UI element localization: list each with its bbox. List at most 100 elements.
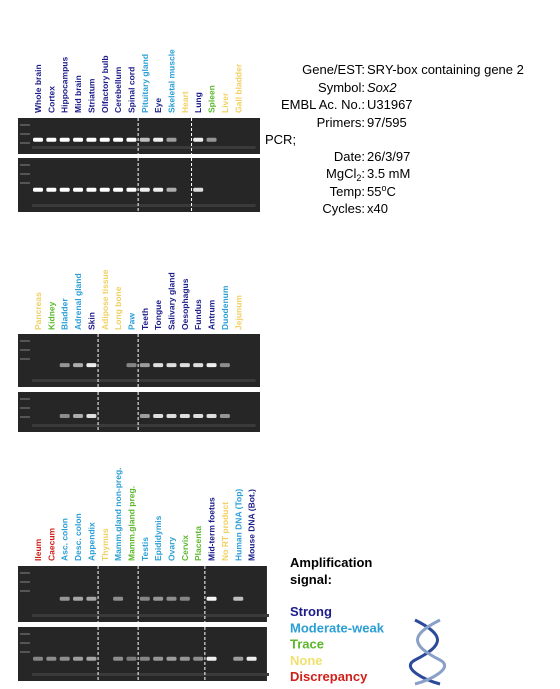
gel-well (20, 340, 30, 342)
lane-label: Mid-term foetus (207, 497, 217, 561)
gene-info: Gene/EST: SRY-box containing gene 2 Symb… (265, 62, 524, 216)
gel-well (20, 407, 30, 409)
info-value-part: 55 (367, 184, 381, 199)
info-label: Temp: (330, 184, 365, 199)
gel-band (153, 414, 164, 418)
info-value: U31967 (367, 97, 413, 112)
gel-primer-smear (32, 673, 269, 676)
info-value: x40 (367, 201, 388, 216)
gel-band (86, 414, 97, 418)
lane-label: Desc. colon (73, 513, 83, 561)
lane-label: Teeth (140, 308, 150, 330)
gel-well (20, 164, 30, 166)
gel (18, 158, 260, 212)
gel-well (20, 633, 30, 635)
gel-primer-smear (32, 424, 256, 427)
gel-band (219, 363, 230, 368)
gel-well (20, 581, 30, 583)
gel-well (20, 358, 30, 360)
gel-band (193, 187, 204, 192)
gel-band (86, 596, 97, 601)
lane-label: Adrenal gland (73, 273, 83, 330)
lane-label: Cervix (180, 535, 190, 561)
gel-band (139, 414, 150, 418)
gel-band (33, 656, 43, 661)
lane-label: Fundus (193, 299, 203, 330)
lane-label: Testis (140, 537, 150, 561)
info-value: SRY-box containing gene 2 (367, 62, 524, 77)
lane-label: Paw (126, 313, 136, 330)
lane-label: Asc. colon (60, 518, 70, 561)
legend-item: Strong (290, 604, 332, 619)
info-label-part: MgCl (326, 166, 356, 181)
gel-well (20, 142, 30, 144)
lane-label: Kidney (46, 301, 56, 330)
lane-label: Olfactory bulb (100, 55, 110, 113)
gel-band (86, 187, 97, 192)
gel-band (113, 656, 124, 661)
lane-label: Placenta (193, 526, 203, 561)
lane-label: Jejunum (233, 295, 243, 330)
lane-label: Pituitary gland (140, 54, 150, 113)
gel-well (20, 173, 30, 175)
gel-band (126, 187, 137, 192)
gel-band (139, 137, 150, 142)
gel-band (166, 187, 177, 192)
lane-label: Tongue (153, 300, 163, 330)
gel-primer-smear (32, 146, 256, 149)
gel (18, 566, 267, 622)
gel-band (166, 596, 177, 601)
gel-band (179, 363, 190, 368)
gel-band (166, 414, 177, 418)
legend-item: Moderate-weak (290, 620, 385, 635)
dna-icon (408, 618, 447, 686)
info-value: 97/595 (367, 115, 407, 130)
gel-band (59, 363, 70, 368)
info-value: Sox2 (367, 80, 397, 95)
gel-well (20, 590, 30, 592)
gel-band (139, 187, 150, 192)
gel-band (153, 187, 164, 192)
gel-band (206, 414, 217, 418)
gel-band (59, 596, 70, 601)
legend-title: signal: (290, 572, 332, 587)
info-label: MgCl2: (326, 166, 365, 183)
lane-label: No RT product (220, 502, 230, 561)
gel-well (20, 651, 30, 653)
info-value: 3.5 mM (367, 166, 410, 181)
gel-band (139, 596, 150, 601)
info-subscript: 2 (356, 173, 361, 183)
lane-label: Spinal cord (126, 67, 136, 113)
gel-band (33, 137, 43, 142)
panel: Pancreas Kidney Bladder Adrenal gland Skin Ad… (18, 269, 260, 432)
gel-band (139, 656, 150, 661)
gel-band (193, 656, 204, 661)
legend-item: None (290, 653, 323, 668)
gel-band (126, 656, 137, 661)
lane-label: Ileum (33, 538, 43, 561)
gel-band (46, 656, 57, 661)
gel-band (46, 137, 57, 142)
lane-label: Cerebellum (113, 66, 123, 113)
gel-primer-smear (32, 204, 256, 207)
gel-well (20, 642, 30, 644)
gel-primer-smear (32, 379, 256, 382)
gel-band (166, 656, 177, 661)
info-label: Symbol: (318, 80, 365, 95)
gel-band (206, 137, 217, 142)
lane-label: Gall bladder (233, 63, 243, 113)
gel-band (193, 414, 204, 418)
gel-band (166, 363, 177, 368)
gel-band (59, 187, 70, 192)
gel-well (20, 124, 30, 126)
lane-label: Ovary (167, 537, 177, 561)
gel (18, 334, 260, 387)
gel-band (46, 187, 57, 192)
lane-label: Mamm.gland preg. (126, 486, 136, 561)
gel-band (153, 596, 164, 601)
gel-band (99, 137, 110, 142)
info-heading: PCR; (265, 132, 296, 147)
gel-band (233, 656, 244, 661)
gel-band (153, 656, 164, 661)
gel-band (179, 656, 190, 661)
